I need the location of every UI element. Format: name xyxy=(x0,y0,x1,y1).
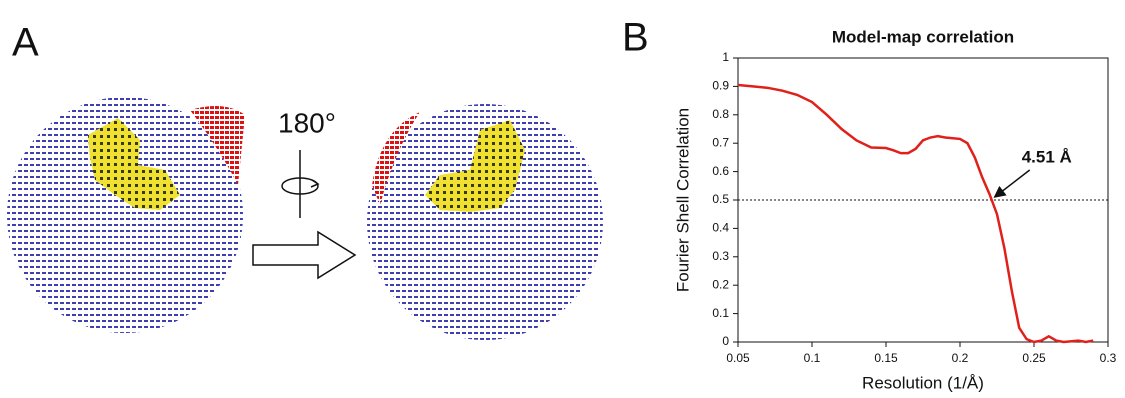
rotation-symbol xyxy=(282,150,318,218)
y-tick-label: 0.1 xyxy=(712,306,729,320)
y-tick-label: 0.8 xyxy=(712,107,729,121)
chart-title: Model-map correlation xyxy=(832,27,1014,46)
figure: A B 180° Model-map correlation Resolution… xyxy=(0,0,1125,398)
y-tick-label: 0.5 xyxy=(712,192,729,206)
y-tick-label: 0 xyxy=(722,334,729,348)
y-tick-label: 1 xyxy=(722,50,729,64)
panel-label: A xyxy=(12,21,39,65)
x-tick-label: 0.2 xyxy=(952,351,969,365)
annotation: 4.51 Å xyxy=(1022,147,1072,166)
x-tick-label: 0.05 xyxy=(726,351,750,365)
x-tick-label: 0.25 xyxy=(1022,351,1046,365)
y-tick-label: 0.6 xyxy=(712,164,729,178)
y-axis-label: Fourier Shell Correlation xyxy=(673,108,692,292)
sphere-left xyxy=(7,97,245,333)
y-tick-label: 0.2 xyxy=(712,277,729,291)
annotation-arrow xyxy=(995,170,1030,197)
y-tick-label: 0.7 xyxy=(712,135,729,149)
rotation-label: 180° xyxy=(278,107,336,138)
y-tick-label: 0.4 xyxy=(712,221,729,235)
sphere-right xyxy=(367,104,603,340)
fsc-curve xyxy=(738,85,1093,342)
y-tick-label: 0.9 xyxy=(712,79,729,93)
chart: Model-map correlation Resolution (1/Å) Fou… xyxy=(673,27,1116,392)
x-axis-label: Resolution (1/Å) xyxy=(862,373,984,392)
x-tick-label: 0.1 xyxy=(804,351,821,365)
panel-label: B xyxy=(622,16,649,60)
arrow xyxy=(253,232,355,278)
y-tick-label: 0.3 xyxy=(712,249,729,263)
x-tick-label: 0.15 xyxy=(874,351,898,365)
x-tick-label: 0.3 xyxy=(1100,351,1117,365)
